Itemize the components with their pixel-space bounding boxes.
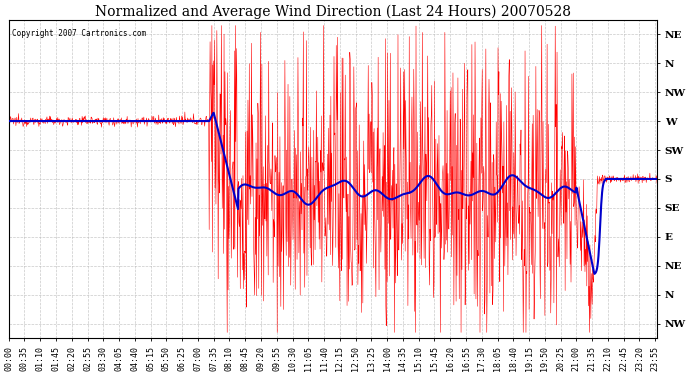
- Title: Normalized and Average Wind Direction (Last 24 Hours) 20070528: Normalized and Average Wind Direction (L…: [95, 4, 571, 18]
- Text: Copyright 2007 Cartronics.com: Copyright 2007 Cartronics.com: [12, 29, 146, 38]
